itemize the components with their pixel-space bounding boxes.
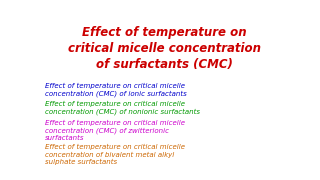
Text: Effect of temperature on critical micelle
concentration (CMC) of nonionic surfac: Effect of temperature on critical micell… xyxy=(45,101,200,115)
Text: Effect of temperature on critical micelle
concentration (CMC) of ionic surfactan: Effect of temperature on critical micell… xyxy=(45,83,187,97)
Text: Effect of temperature on critical micelle
concentration (CMC) of zwitterionic
su: Effect of temperature on critical micell… xyxy=(45,120,185,141)
Text: Effect of temperature on
critical micelle concentration
of surfactants (CMC): Effect of temperature on critical micell… xyxy=(68,26,260,71)
Text: Effect of temperature on critical micelle
concentration of bivalent metal alkyl
: Effect of temperature on critical micell… xyxy=(45,144,185,165)
